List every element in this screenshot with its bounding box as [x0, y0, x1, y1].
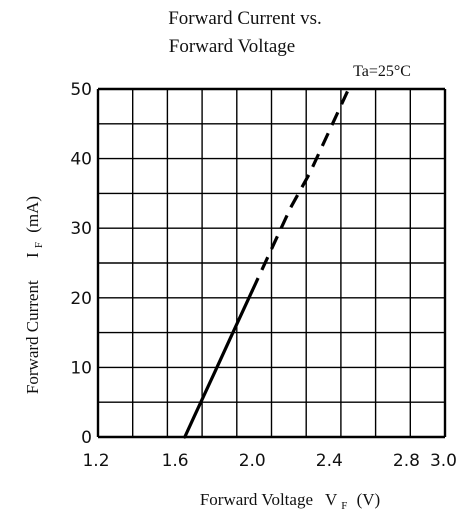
y-tick-label: 30 — [70, 219, 92, 239]
curve-dashed-segment — [250, 88, 351, 292]
x-tick-label: 2.0 — [239, 451, 266, 471]
plot-grid — [96, 87, 447, 439]
chart-title: Forward Current vs. Forward Voltage Ta=2… — [168, 8, 411, 80]
x-axis-label-unit: (V) — [357, 490, 381, 509]
x-axis-label: Forward Voltage V F (V) — [200, 490, 380, 513]
y-tick-label: 50 — [70, 80, 92, 100]
y-tick-label: 40 — [70, 150, 92, 170]
chart-title-line-2: Forward Voltage — [169, 36, 295, 57]
y-tick-label: 20 — [70, 289, 92, 309]
x-tick-label: 3.0 — [430, 451, 457, 471]
x-axis-label-symbol: V — [325, 490, 338, 509]
x-tick-label: 1.2 — [82, 451, 109, 471]
x-axis-label-main: Forward Voltage — [200, 490, 313, 509]
forward-current-curve — [183, 88, 351, 439]
temperature-annotation: Ta=25°C — [353, 63, 411, 80]
y-tick-label: 10 — [70, 358, 92, 378]
x-tick-labels: 1.2 1.6 2.0 2.4 2.8 3.0 — [82, 451, 457, 471]
x-axis-label-subscript: F — [341, 500, 347, 512]
x-tick-label: 1.6 — [162, 451, 189, 471]
y-axis-label-unit: (mA) — [23, 196, 42, 233]
y-tick-label: 0 — [81, 428, 92, 448]
y-axis-label-symbol: I — [23, 252, 42, 258]
x-tick-label: 2.4 — [316, 451, 343, 471]
x-tick-label: 2.8 — [393, 451, 420, 471]
curve-solid-segment — [183, 289, 254, 439]
y-axis-label-subscript: F — [33, 242, 45, 248]
y-axis-label: Forward Current I F (mA) — [23, 196, 46, 394]
y-tick-labels: 0 10 20 30 40 50 — [70, 80, 92, 448]
chart-title-line-1: Forward Current vs. — [168, 8, 322, 29]
y-axis-label-main: Forward Current — [23, 280, 42, 394]
